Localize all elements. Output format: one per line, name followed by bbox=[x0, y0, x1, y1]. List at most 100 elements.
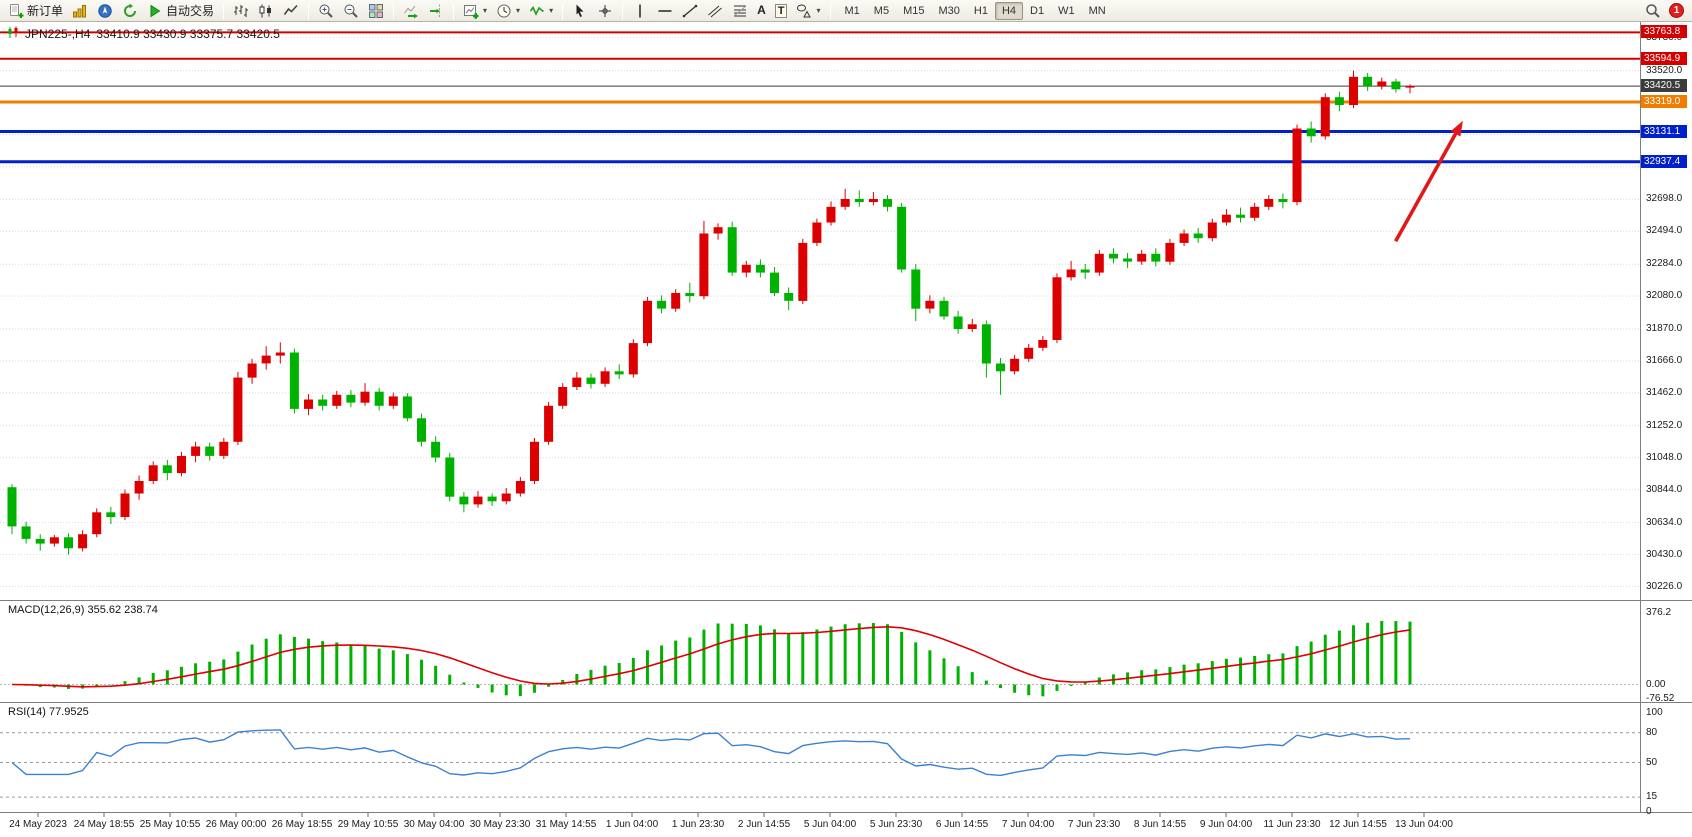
candle-body bbox=[1349, 76, 1358, 105]
zoom-out-button[interactable] bbox=[339, 1, 363, 20]
cursor-icon bbox=[572, 3, 588, 19]
text-tool-icon: A bbox=[757, 3, 766, 17]
time-axis-label: 1 Jun 23:30 bbox=[671, 819, 725, 830]
cursor-button[interactable] bbox=[568, 1, 592, 20]
candle-body bbox=[911, 269, 921, 309]
candle-body bbox=[1066, 269, 1076, 278]
candle-body bbox=[883, 199, 892, 207]
candle-body bbox=[275, 352, 285, 356]
macd-axis-label: 0.00 bbox=[1646, 678, 1666, 690]
time-axis-label: 8 Jun 14:55 bbox=[1133, 819, 1187, 830]
text-label-tool-button[interactable]: T bbox=[771, 1, 792, 20]
navigator-button[interactable] bbox=[93, 1, 117, 20]
candle-body bbox=[1334, 97, 1344, 105]
candle-body bbox=[1320, 97, 1330, 137]
candle-body bbox=[939, 300, 949, 317]
crosshair-button[interactable] bbox=[593, 1, 617, 20]
notifications-badge[interactable]: 1 bbox=[1669, 3, 1684, 18]
candle-body bbox=[1363, 76, 1373, 87]
candle-body bbox=[78, 534, 88, 549]
chevron-down-icon: ▾ bbox=[816, 6, 821, 15]
toolbar-separator bbox=[223, 2, 225, 19]
line-chart-button[interactable] bbox=[279, 1, 303, 20]
bar-chart-icon bbox=[233, 3, 249, 19]
candlestick-chart-button[interactable] bbox=[254, 1, 278, 20]
text-tool-button[interactable]: A bbox=[753, 1, 770, 20]
trendline-icon bbox=[682, 3, 698, 19]
toolbar-right-group: 1 bbox=[1645, 3, 1688, 19]
autotrading-button[interactable]: 自动交易 bbox=[143, 1, 218, 20]
candle-body bbox=[854, 199, 864, 203]
candle-body bbox=[1391, 81, 1401, 90]
candle-body bbox=[1151, 253, 1161, 262]
price-tick-label: 30844.0 bbox=[1646, 483, 1683, 495]
timeframe-m30[interactable]: M30 bbox=[938, 4, 960, 17]
timeframe-m5[interactable]: M5 bbox=[873, 4, 890, 17]
auto-scroll-icon bbox=[403, 3, 419, 19]
rsi-axis-label: 50 bbox=[1646, 756, 1658, 768]
chart-canvas[interactable] bbox=[0, 22, 1692, 837]
candle-body bbox=[812, 222, 822, 243]
new-chart-button[interactable]: ▾ bbox=[459, 1, 491, 20]
period-clock-button[interactable]: ▾ bbox=[492, 1, 524, 20]
rsi-axis-label: 15 bbox=[1646, 791, 1658, 803]
timeframe-m15[interactable]: M15 bbox=[903, 4, 925, 17]
time-axis-label: 12 Jun 14:55 bbox=[1329, 819, 1387, 830]
candle-body bbox=[177, 455, 186, 474]
vertical-line-tool-button[interactable] bbox=[628, 1, 652, 20]
crosshair-icon bbox=[597, 3, 613, 19]
terminal-button[interactable] bbox=[118, 1, 142, 20]
fibonacci-icon bbox=[732, 3, 748, 19]
candlestick-icon bbox=[258, 3, 274, 19]
shapes-tool-button[interactable]: ▾ bbox=[792, 1, 824, 20]
chart-shift-button[interactable] bbox=[424, 1, 448, 20]
candle-body bbox=[261, 355, 271, 364]
rsi-axis-label: 100 bbox=[1646, 707, 1663, 718]
time-axis-label: 5 Jun 23:30 bbox=[869, 819, 923, 830]
candle-body bbox=[374, 391, 384, 406]
new-order-button[interactable]: 新订单 bbox=[4, 1, 67, 20]
candle-body bbox=[360, 391, 370, 403]
rsi-line bbox=[11, 729, 1411, 777]
price-axis[interactable]: 33730.033520.032698.032494.032284.032080… bbox=[1641, 22, 1692, 817]
candle-body bbox=[600, 371, 610, 384]
indicators-button[interactable]: ▾ bbox=[525, 1, 557, 20]
time-axis-label: 26 May 18:55 bbox=[271, 819, 333, 830]
time-axis-label: 25 May 10:55 bbox=[139, 819, 201, 830]
time-axis[interactable]: 24 May 2023 24 May 18:55 25 May 10:55 26 Ma… bbox=[0, 813, 1641, 837]
trendline-tool-button[interactable] bbox=[678, 1, 702, 20]
candle-body bbox=[614, 371, 624, 375]
candle-body bbox=[346, 394, 356, 403]
zoom-in-button[interactable] bbox=[314, 1, 338, 20]
search-icon[interactable] bbox=[1645, 3, 1661, 19]
fibonacci-tool-button[interactable] bbox=[728, 1, 752, 20]
macd-indicator-label: MACD(12,26,9) 355.62 238.74 bbox=[8, 604, 158, 616]
horizontal-line-icon bbox=[657, 3, 673, 19]
time-axis-label: 7 Jun 23:30 bbox=[1067, 819, 1121, 830]
price-line-label: 32937.4 bbox=[1641, 154, 1687, 168]
timeframe-h1[interactable]: H1 bbox=[973, 4, 988, 17]
timeframe-m1[interactable]: M1 bbox=[844, 4, 860, 17]
market-watch-button[interactable] bbox=[68, 1, 92, 20]
timeframe-w1[interactable]: W1 bbox=[1058, 4, 1075, 17]
candle-body bbox=[134, 481, 144, 494]
candle-body bbox=[219, 441, 229, 456]
candle-body bbox=[671, 293, 681, 309]
auto-scroll-button[interactable] bbox=[399, 1, 423, 20]
candle-body bbox=[657, 300, 667, 309]
trend-arrow-annotation[interactable] bbox=[1394, 120, 1463, 243]
horizontal-line-tool-button[interactable] bbox=[653, 1, 677, 20]
candle-body bbox=[247, 363, 257, 378]
timeframe-h4[interactable]: H4 bbox=[994, 1, 1023, 20]
toolbar-separator bbox=[308, 2, 310, 19]
chart-shift-icon bbox=[428, 3, 444, 19]
bar-chart-button[interactable] bbox=[229, 1, 253, 20]
tile-windows-button[interactable] bbox=[364, 1, 388, 20]
timeframe-mn[interactable]: MN bbox=[1088, 4, 1106, 17]
channel-tool-button[interactable] bbox=[703, 1, 727, 20]
toolbar-separator bbox=[622, 2, 624, 19]
time-axis-label: 30 May 23:30 bbox=[469, 819, 531, 830]
price-line-label: 33420.5 bbox=[1641, 79, 1687, 93]
candle-body bbox=[49, 537, 59, 544]
timeframe-d1[interactable]: D1 bbox=[1030, 4, 1045, 17]
